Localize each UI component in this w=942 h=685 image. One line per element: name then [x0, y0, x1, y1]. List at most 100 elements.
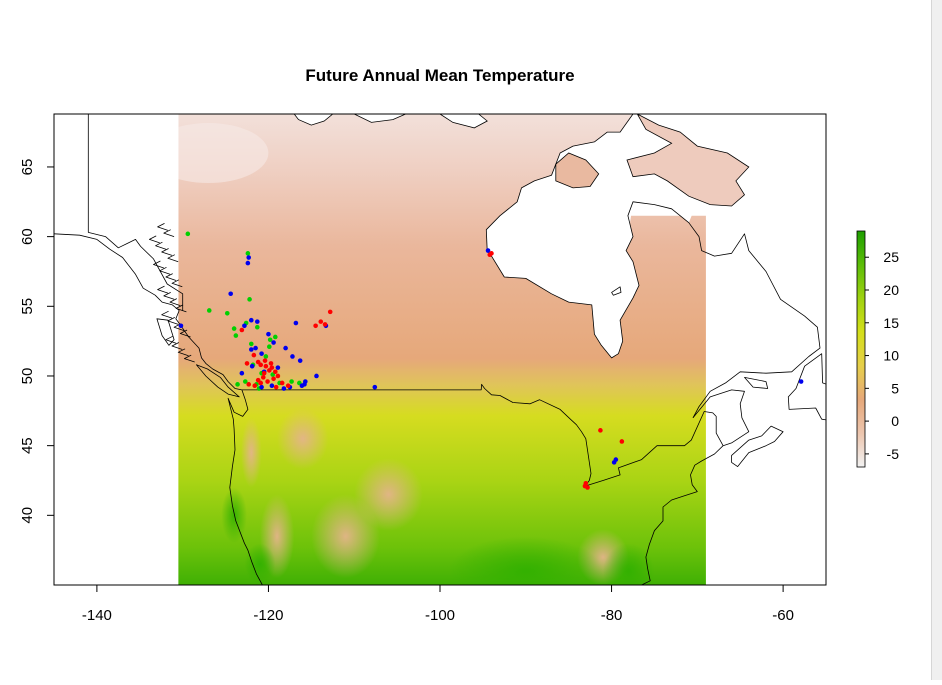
red-point [258, 362, 264, 368]
red-point [585, 485, 590, 490]
legend-tick-label: 0 [891, 413, 899, 429]
red-point [260, 375, 266, 380]
lowland-patch [602, 543, 655, 585]
legend-tick-label: 15 [883, 315, 899, 331]
nova-scotia [731, 425, 784, 467]
legend-tick-label: -5 [887, 446, 900, 462]
legend-tick-label: 10 [883, 348, 899, 364]
alaska-coastline [54, 233, 180, 311]
window-scrollbar[interactable] [931, 0, 942, 680]
fjord-line [165, 273, 177, 281]
fjord-line [171, 342, 183, 350]
fjord-line [155, 241, 167, 250]
arctic-island-1 [439, 114, 488, 129]
haida-gwaii [156, 318, 175, 346]
red-point [279, 380, 285, 386]
green-point [224, 310, 230, 316]
x-tick-label: -80 [601, 607, 623, 624]
arctic-island-2 [354, 114, 406, 123]
green-point [235, 382, 240, 387]
arctic-coastline [485, 114, 634, 251]
legend-tick-label: 25 [883, 249, 899, 265]
red-point [255, 377, 261, 383]
red-point [318, 319, 324, 324]
green-point [206, 308, 212, 313]
blue-point [283, 345, 288, 351]
fjord-line [171, 279, 183, 288]
blue-point [271, 340, 276, 345]
fjord-line [167, 254, 179, 263]
y-tick-label: 50 [19, 368, 36, 385]
blue-point [293, 320, 299, 326]
blue-point [253, 345, 258, 351]
fjord-line [167, 317, 179, 325]
blue-point [249, 363, 255, 369]
alaska-border [87, 114, 184, 311]
vancouver-island [196, 364, 240, 398]
legend-tick-label: 20 [883, 282, 899, 298]
green-point [273, 334, 278, 340]
mountain-relief-patch [277, 408, 329, 470]
east-coast-us [641, 445, 724, 585]
red-point [271, 376, 276, 382]
us-canada-border [241, 383, 724, 487]
green-point [248, 341, 254, 347]
fjord-line [161, 310, 173, 319]
y-tick-label: 40 [19, 507, 36, 524]
red-point [263, 363, 269, 369]
map-title: Future Annual Mean Temperature [305, 66, 574, 85]
green-point [233, 333, 239, 338]
green-point [185, 231, 191, 237]
blue-point [259, 351, 264, 356]
arctic-island-3 [293, 114, 334, 126]
observation-points-layer [178, 231, 804, 490]
red-point [246, 382, 252, 387]
y-tick-label: 60 [19, 228, 36, 245]
red-point [265, 379, 270, 384]
anticosti [744, 377, 769, 389]
red-point [262, 358, 268, 363]
y-tick-label: 55 [19, 298, 36, 315]
hudson-bay-coastline [486, 201, 821, 418]
red-point [489, 251, 494, 256]
blue-point [798, 379, 804, 384]
blue-point [248, 317, 254, 323]
green-point [267, 337, 273, 343]
x-axis: -140 -120 -100 -80 -60 [82, 584, 794, 624]
alaska-panhandle-mask [54, 114, 179, 300]
fjord-line [159, 266, 171, 275]
green-point [267, 344, 272, 350]
fjord-line [163, 292, 175, 300]
green-point [247, 297, 252, 302]
fjord-line [153, 260, 164, 269]
y-tick-label: 45 [19, 437, 36, 454]
lowland-patch [244, 543, 276, 585]
gulf-st-lawrence-water [693, 348, 826, 432]
blue-point [290, 354, 295, 359]
blue-point [259, 384, 264, 390]
blue-point [248, 347, 254, 352]
blue-point [275, 365, 281, 370]
y-axis: 40 45 50 55 60 65 [19, 159, 55, 524]
newfoundland [787, 353, 826, 421]
red-point [273, 369, 278, 375]
blue-point [613, 457, 619, 462]
blue-point [178, 323, 184, 329]
blue-point [239, 370, 245, 376]
blue-point [242, 323, 247, 329]
belcher-islands [611, 286, 622, 296]
x-tick-label: -140 [82, 607, 112, 624]
lowland-patch [448, 536, 603, 585]
blue-point [245, 260, 251, 266]
red-point [598, 428, 603, 433]
red-point [619, 439, 625, 444]
green-point [245, 251, 251, 256]
baffin-island [626, 114, 750, 207]
blue-point [246, 255, 252, 260]
fjord-line [175, 304, 187, 313]
red-point [275, 373, 281, 379]
west-coast-us [227, 389, 263, 585]
mountain-relief-patch [240, 417, 262, 488]
blue-point [266, 331, 271, 337]
